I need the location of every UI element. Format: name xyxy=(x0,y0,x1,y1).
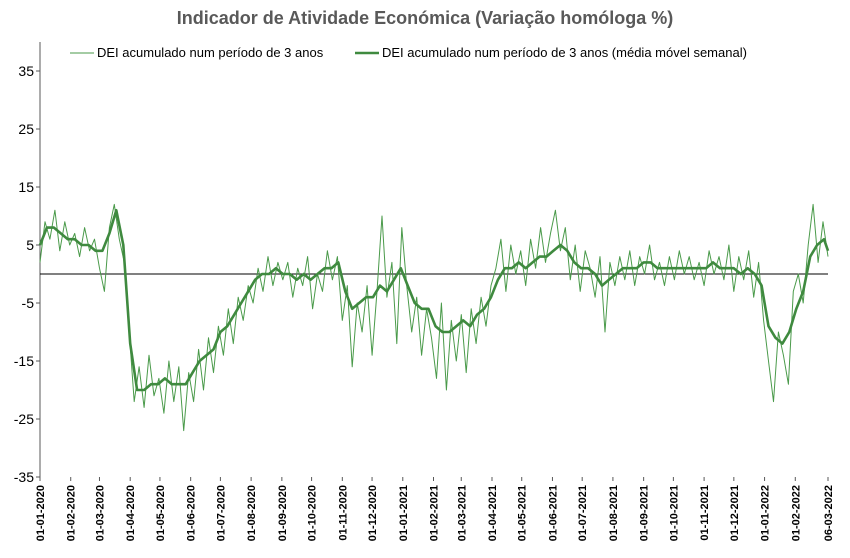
y-tick-label: -5 xyxy=(22,295,35,311)
x-tick-label: 01-04-2020 xyxy=(125,485,137,541)
x-tick-label: 01-06-2021 xyxy=(547,485,559,541)
x-tick-label: 01-07-2020 xyxy=(215,485,227,541)
y-tick-label: 35 xyxy=(18,63,34,79)
x-tick-label: 01-08-2021 xyxy=(608,485,620,541)
x-tick-label: 01-12-2020 xyxy=(367,485,379,541)
y-tick-label: -35 xyxy=(14,469,34,485)
y-tick-label: 25 xyxy=(18,121,34,137)
x-tick-label: 01-02-2021 xyxy=(429,485,441,541)
x-tick-label: 01-10-2021 xyxy=(668,485,680,541)
chart-title: Indicador de Atividade Económica (Variaç… xyxy=(176,8,674,28)
legend-label-daily: DEI acumulado num período de 3 anos xyxy=(97,45,324,60)
series-line-daily xyxy=(39,203,829,432)
y-tick-label: -25 xyxy=(14,411,34,427)
y-tick-label: 5 xyxy=(26,237,34,253)
legend: DEI acumulado num período de 3 anos DEI … xyxy=(70,45,747,60)
x-tick-label: 01-09-2021 xyxy=(639,485,651,541)
x-tick-label: 01-05-2020 xyxy=(155,485,167,541)
y-tick-label: 15 xyxy=(18,179,34,195)
x-tick-label: 01-08-2020 xyxy=(246,485,258,541)
x-tick-label: 01-04-2021 xyxy=(487,485,499,541)
x-tick-label: 06-03-2022 xyxy=(823,485,835,541)
axes: -35 -25 -15 -5 5 15 25 35 01-01-2020 01-02-2020 01… xyxy=(14,42,835,541)
x-tick-label: 01-12-2021 xyxy=(729,485,741,541)
y-tick-label: -15 xyxy=(14,353,34,369)
x-tick-label: 01-11-2021 xyxy=(699,485,711,541)
x-tick-label: 01-10-2020 xyxy=(307,485,319,541)
x-tick-label: 01-02-2020 xyxy=(66,485,78,541)
series-layer xyxy=(38,203,830,432)
x-tick-label: 01-02-2022 xyxy=(790,485,802,541)
x-tick-label: 01-03-2021 xyxy=(456,485,468,541)
x-tick-label: 01-01-2021 xyxy=(398,485,410,541)
x-tick-label: 01-09-2020 xyxy=(277,485,289,541)
x-tick-label: 01-01-2022 xyxy=(760,485,772,541)
x-tick-label: 01-01-2020 xyxy=(35,485,47,541)
x-tick-label: 01-07-2021 xyxy=(577,485,589,541)
legend-label-weekly: DEI acumulado num período de 3 anos (méd… xyxy=(382,45,747,60)
x-tick-label: 01-11-2020 xyxy=(337,485,349,541)
x-tick-label: 01-03-2020 xyxy=(94,485,106,541)
series-line-weekly-average xyxy=(38,208,830,392)
x-tick-label: 01-06-2020 xyxy=(186,485,198,541)
x-tick-label: 01-05-2021 xyxy=(517,485,529,541)
